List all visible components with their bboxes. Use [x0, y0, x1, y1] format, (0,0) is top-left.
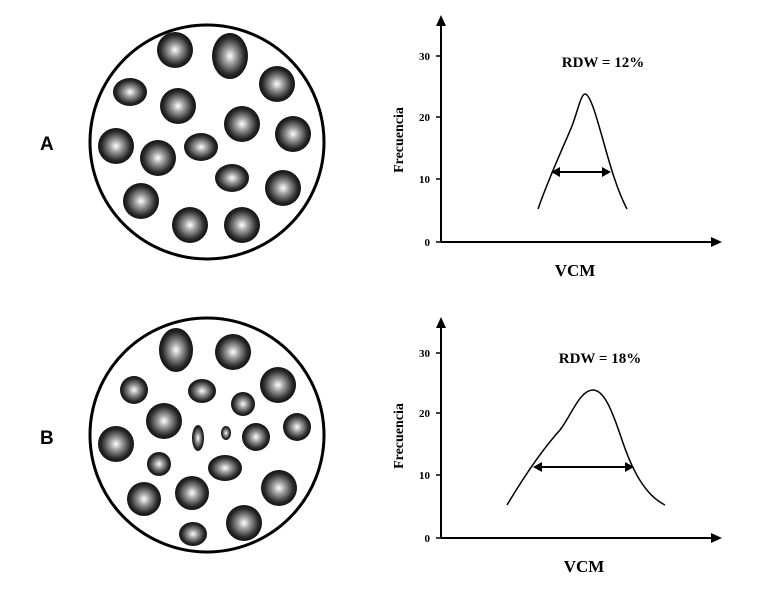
panel-letter-b: B: [40, 428, 54, 449]
red-cell: [188, 379, 216, 403]
x-axis-label: VCM: [564, 557, 605, 576]
width-arrow-left-head: [551, 167, 560, 177]
width-arrow-left-head: [533, 462, 542, 472]
panel-letter-a: A: [40, 134, 54, 155]
distribution-curve: [537, 93, 628, 210]
y-tick-label: 0: [425, 533, 431, 545]
red-cell: [260, 367, 296, 403]
rdw-annotation: RDW = 18%: [559, 351, 641, 367]
red-cell: [261, 470, 297, 506]
histogram-chart-b: 0 10 20 30 Frecuencia VCM RDW = 18%: [392, 317, 722, 576]
y-tick-label: 20: [419, 112, 431, 124]
red-cell: [184, 133, 218, 161]
y-axis-label: Frecuencia: [392, 107, 407, 173]
red-cell: [175, 476, 209, 510]
width-arrow-right-head: [625, 462, 634, 472]
y-tick-label: 0: [425, 237, 431, 249]
red-cell: [98, 128, 134, 164]
y-tick-label: 10: [419, 174, 431, 186]
red-cell: [224, 106, 260, 142]
y-axis-arrow: [436, 15, 446, 26]
red-cells-a: [98, 32, 311, 243]
y-tick-label: 30: [419, 348, 431, 360]
red-cell: [157, 32, 193, 68]
red-cells-b: [98, 328, 311, 546]
y-axis-arrow: [436, 317, 446, 328]
panel-b: B: [40, 316, 722, 576]
red-cell: [215, 164, 249, 192]
red-cell: [226, 505, 262, 541]
red-cell: [231, 392, 255, 416]
y-tick-label: 30: [419, 51, 431, 63]
red-cell: [140, 140, 176, 176]
blood-smear-circle-a: [88, 23, 326, 261]
red-cell: [160, 88, 196, 124]
x-axis-arrow: [711, 237, 722, 247]
width-arrow-right-head: [602, 167, 611, 177]
red-cell: [192, 425, 204, 451]
distribution-curve: [506, 389, 666, 506]
y-tick-label: 20: [419, 408, 431, 420]
x-axis-arrow: [711, 533, 722, 543]
y-axis-label: Frecuencia: [392, 403, 407, 469]
red-cell: [147, 452, 171, 476]
red-cell: [221, 426, 231, 440]
red-cell: [146, 403, 182, 439]
red-cell: [275, 116, 311, 152]
histogram-chart-a: 0 10 20 30 Frecuencia VCM RDW = 12%: [392, 15, 722, 280]
x-axis-label: VCM: [555, 261, 596, 280]
red-cell: [215, 334, 251, 370]
red-cell: [265, 170, 301, 206]
panel-a: A: [40, 15, 722, 280]
red-cell: [242, 423, 270, 451]
blood-smear-circle-b: [88, 316, 326, 554]
red-cell: [98, 426, 134, 462]
red-cell: [113, 78, 147, 106]
red-cell: [208, 455, 242, 481]
y-tick-label: 10: [419, 470, 431, 482]
red-cell: [259, 66, 295, 102]
rdw-annotation: RDW = 12%: [562, 55, 644, 71]
red-cell: [172, 207, 208, 243]
red-cell: [283, 413, 311, 441]
red-cell: [127, 482, 161, 516]
red-cell: [159, 328, 193, 372]
red-cell: [179, 522, 207, 546]
red-cell: [120, 376, 148, 404]
red-cell: [123, 183, 159, 219]
red-cell: [224, 207, 260, 243]
red-cell: [212, 33, 248, 79]
